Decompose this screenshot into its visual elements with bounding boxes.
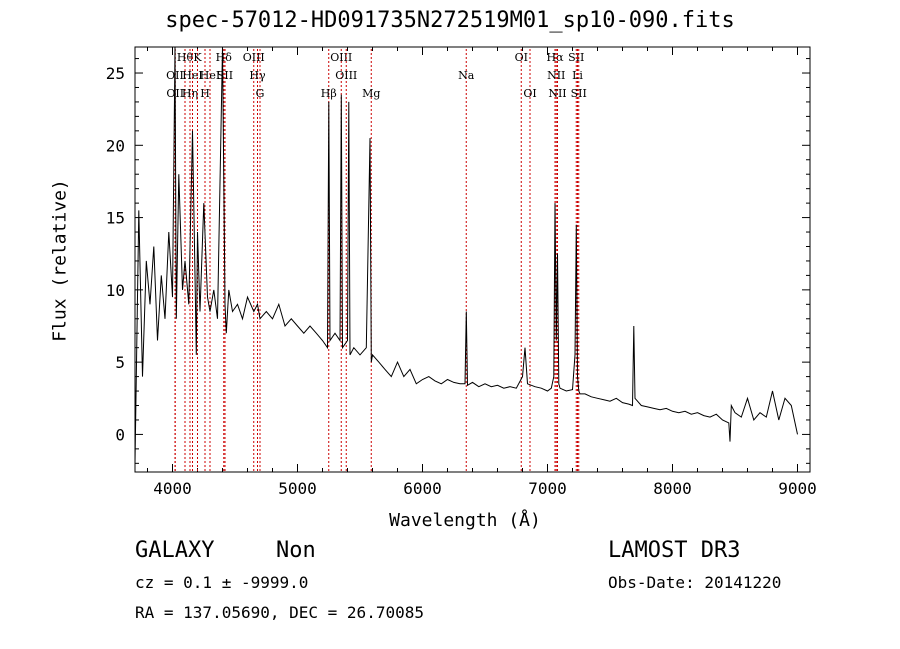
y-tick-label: 20 (106, 136, 125, 155)
line-marker-label: SII (568, 51, 584, 64)
x-tick-label: 6000 (403, 479, 442, 498)
spectrum-series (134, 46, 798, 464)
spectrum-line (134, 46, 798, 464)
chart-title: spec-57012-HD091735N272519M01_sp10-090.f… (165, 8, 735, 33)
x-tick-label: 7000 (528, 479, 567, 498)
line-marker-label: NII (547, 69, 565, 82)
line-marker-label: Hβ (321, 87, 337, 100)
object-subclass: Non (276, 538, 316, 563)
line-marker-label: Mg (362, 87, 380, 100)
line-marker-label: OI (523, 87, 536, 100)
line-marker-label: H (200, 87, 210, 100)
y-tick-label: 0 (115, 425, 125, 444)
y-tick-label: 5 (115, 353, 125, 372)
line-marker-label: SII (217, 69, 233, 82)
x-tick-label: 8000 (653, 479, 692, 498)
x-axis-label: Wavelength (Å) (389, 510, 541, 531)
line-marker-label: OIII (335, 69, 357, 82)
line-marker-label: K (193, 51, 202, 64)
line-marker-label: Hθ (177, 51, 194, 64)
observation-date: Obs-Date: 20141220 (608, 573, 782, 592)
line-marker-label: OIII (330, 51, 352, 64)
line-marker-label: G (256, 87, 265, 100)
x-tick-label: 9000 (778, 479, 817, 498)
object-class: GALAXY (135, 538, 215, 563)
line-marker-label: SII (571, 87, 587, 100)
line-marker-label: Na (458, 69, 475, 82)
axes: 4000 5000 6000 7000 8000 9000 0 5 10 15 20 25 (106, 47, 817, 498)
line-marker-label: NII (548, 87, 566, 100)
line-marker-label: Hδ (216, 51, 233, 64)
y-tick-label: 25 (106, 64, 125, 83)
line-marker-label: HeI (200, 69, 220, 82)
y-tick-label: 15 (106, 209, 125, 228)
y-tick-label: 10 (106, 281, 125, 300)
line-marker-label: OI (515, 51, 528, 64)
coordinates-line: RA = 137.05690, DEC = 26.70085 (135, 603, 424, 622)
x-tick-label: 5000 (278, 479, 317, 498)
x-tick-label: 4000 (153, 479, 192, 498)
survey-name: LAMOST DR3 (608, 538, 741, 563)
line-marker-label: Hη (182, 87, 198, 100)
line-marker-label: Li (572, 69, 583, 82)
line-marker-label: Hα (546, 51, 564, 64)
y-axis-label: Flux (relative) (49, 179, 71, 342)
redshift-line: cz = 0.1 ± -9999.0 (135, 573, 309, 592)
plot-frame (134, 46, 811, 473)
line-marker-label: OIII (243, 51, 265, 64)
line-marker-label: Hγ (249, 69, 266, 82)
